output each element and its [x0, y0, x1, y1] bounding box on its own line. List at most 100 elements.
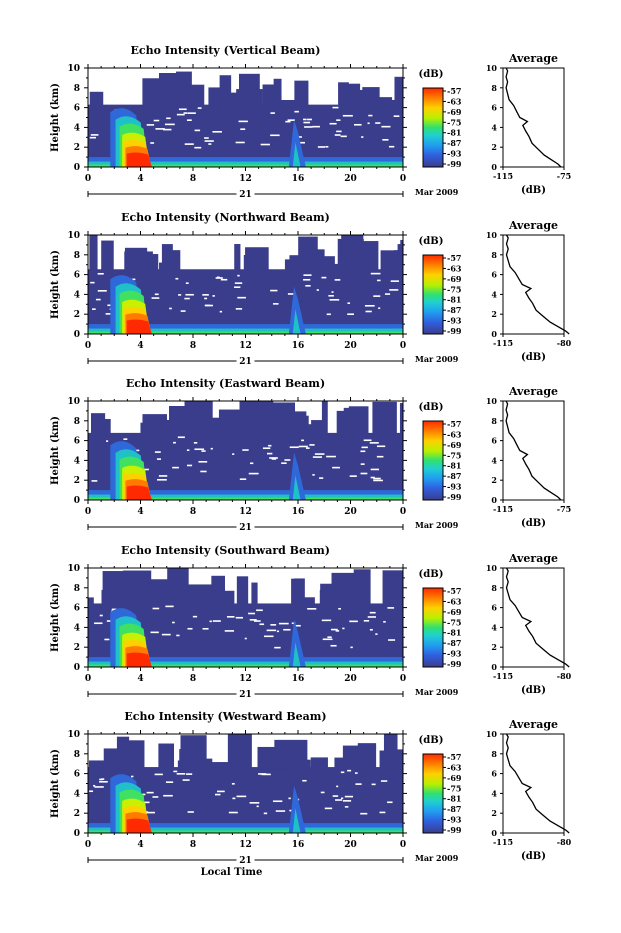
- ytick-label: 8: [74, 251, 80, 261]
- data-gap: [204, 304, 211, 307]
- average-xlabel: (dB): [521, 352, 546, 363]
- cloud-patch: [198, 417, 230, 435]
- data-gap: [381, 125, 391, 128]
- cloud-patch: [281, 100, 307, 107]
- colorbar-tick-label: -75: [447, 617, 461, 627]
- avg-ytick-label: 10: [486, 563, 498, 573]
- cloud-patch: [167, 79, 177, 107]
- data-gap: [99, 778, 103, 781]
- data-gap: [387, 607, 395, 609]
- echo-column-core: [292, 309, 301, 334]
- avg-xtick-label: -115: [493, 504, 513, 514]
- date-label: Mar 2009: [415, 520, 459, 530]
- data-gap: [224, 630, 235, 632]
- data-gap: [187, 627, 193, 630]
- data-gap: [143, 801, 150, 804]
- average-profile-line: [505, 733, 570, 834]
- data-gap: [220, 278, 228, 281]
- ytick-label: 6: [74, 104, 80, 114]
- colorbar: [422, 587, 444, 668]
- data-gap: [194, 448, 205, 451]
- ytick-label: 0: [74, 663, 80, 673]
- data-gap: [248, 612, 256, 615]
- data-gap: [270, 134, 280, 137]
- data-gap: [155, 128, 165, 130]
- xtick-label: 0: [400, 840, 406, 850]
- cloud-patch: [239, 73, 260, 107]
- data-gap: [347, 302, 351, 304]
- colorbar-tick-label: -57: [447, 86, 461, 96]
- cloud-patch: [188, 84, 205, 107]
- colorbar-unit: (dB): [419, 69, 444, 80]
- data-gap: [268, 444, 272, 447]
- colorbar: [422, 254, 444, 335]
- cloud-patch: [208, 762, 239, 770]
- data-gap: [363, 439, 372, 442]
- ytick-label: 6: [74, 271, 80, 281]
- avg-ytick-label: 6: [491, 769, 497, 779]
- xtick-label: 0: [85, 674, 91, 684]
- data-gap: [226, 616, 235, 618]
- xtick-label: 0: [400, 507, 406, 517]
- avg-ytick-label: 6: [491, 270, 497, 280]
- xtick-label: 20: [344, 840, 357, 850]
- day-label-bg: [236, 854, 255, 865]
- data-gap: [353, 123, 362, 126]
- data-gap: [200, 470, 207, 473]
- data-gap: [302, 779, 307, 782]
- colorbar: [422, 753, 444, 834]
- data-gap: [99, 614, 103, 617]
- day-label: 21: [239, 357, 252, 367]
- data-gap: [256, 805, 259, 808]
- data-gap: [212, 620, 221, 622]
- data-gap: [388, 145, 395, 148]
- data-gap: [377, 279, 381, 282]
- data-gap: [364, 304, 375, 307]
- xtick-label: 0: [400, 174, 406, 184]
- data-gap: [325, 145, 329, 148]
- data-gap: [97, 272, 104, 275]
- cloud-patch: [158, 743, 175, 770]
- colorbar: [422, 87, 444, 168]
- data-gap: [161, 633, 171, 636]
- data-gap: [340, 797, 344, 800]
- cloud-patch: [245, 247, 269, 272]
- data-gap: [182, 779, 190, 781]
- avg-ytick-label: 4: [491, 289, 497, 299]
- data-gap: [165, 781, 174, 783]
- data-gap: [270, 624, 277, 626]
- data-gap: [371, 783, 376, 786]
- data-gap: [326, 455, 336, 458]
- heatmap-1: [88, 235, 403, 334]
- ytick-label: 10: [67, 397, 80, 407]
- cloud-patch: [161, 244, 173, 272]
- data-gap: [186, 119, 192, 121]
- ytick-label: 4: [74, 623, 80, 633]
- data-gap: [340, 135, 347, 138]
- data-gap: [95, 298, 101, 301]
- data-gap: [342, 800, 352, 802]
- data-gap: [249, 619, 257, 621]
- cloud-patch: [239, 401, 274, 435]
- echo-column-core: [292, 475, 301, 500]
- colorbar-tick-label: -99: [447, 825, 462, 835]
- data-gap: [94, 786, 104, 788]
- data-gap: [106, 440, 109, 442]
- date-label: Mar 2009: [415, 687, 459, 697]
- cloud-patch: [334, 757, 351, 770]
- panel-title-3: Echo Intensity (Southward Beam): [121, 544, 330, 557]
- xtick-label: 0: [400, 674, 406, 684]
- data-gap: [187, 811, 194, 813]
- ytick-label: 6: [74, 604, 80, 614]
- data-gap: [347, 313, 354, 316]
- data-gap: [238, 120, 248, 123]
- avg-ytick-label: 0: [491, 828, 497, 838]
- ytick-label: 8: [74, 417, 80, 427]
- data-gap: [303, 121, 311, 124]
- data-gap: [92, 308, 96, 310]
- ytick-label: 4: [74, 123, 80, 133]
- xtick-label: 20: [344, 174, 357, 184]
- data-gap: [349, 475, 357, 477]
- cloud-patch: [236, 576, 249, 606]
- heatmap-2: [88, 401, 403, 500]
